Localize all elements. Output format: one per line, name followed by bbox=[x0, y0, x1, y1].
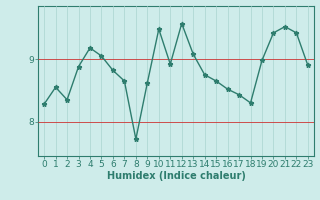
X-axis label: Humidex (Indice chaleur): Humidex (Indice chaleur) bbox=[107, 171, 245, 181]
